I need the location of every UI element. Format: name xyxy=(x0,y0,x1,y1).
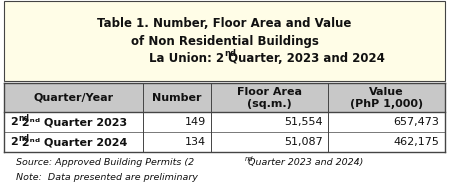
Text: Quarter/Year: Quarter/Year xyxy=(34,93,114,103)
Text: nd: nd xyxy=(224,49,236,58)
Text: 134: 134 xyxy=(185,137,206,147)
Text: La Union: 2: La Union: 2 xyxy=(149,52,224,65)
Text: Table 1. Number, Floor Area and Value: Table 1. Number, Floor Area and Value xyxy=(97,17,352,30)
Text: 657,473: 657,473 xyxy=(393,117,439,127)
Bar xyxy=(4,83,445,112)
Text: 2: 2 xyxy=(10,117,18,127)
Text: Source: Approved Building Permits (2: Source: Approved Building Permits (2 xyxy=(16,158,194,167)
Text: 2ⁿᵈ Quarter 2024: 2ⁿᵈ Quarter 2024 xyxy=(18,137,128,147)
Text: nd: nd xyxy=(245,156,253,162)
Text: Value
(PhP 1,000): Value (PhP 1,000) xyxy=(350,87,423,109)
Text: 51,087: 51,087 xyxy=(284,137,322,147)
Text: nd: nd xyxy=(18,114,29,123)
Text: Note:  Data presented are preliminary: Note: Data presented are preliminary xyxy=(16,173,198,182)
Bar xyxy=(4,1,445,81)
Text: Number: Number xyxy=(153,93,202,103)
Text: 2: 2 xyxy=(10,137,18,147)
Text: 462,175: 462,175 xyxy=(393,137,439,147)
Text: Quarter, 2023 and 2024: Quarter, 2023 and 2024 xyxy=(224,52,385,65)
Text: 149: 149 xyxy=(185,117,206,127)
Text: nd: nd xyxy=(18,134,29,143)
Text: Quarter 2023 and 2024): Quarter 2023 and 2024) xyxy=(245,158,363,167)
Text: of Non Residential Buildings: of Non Residential Buildings xyxy=(131,35,318,48)
Text: 51,554: 51,554 xyxy=(284,117,322,127)
Text: Floor Area
(sq.m.): Floor Area (sq.m.) xyxy=(237,87,302,109)
Text: 2ⁿᵈ Quarter 2023: 2ⁿᵈ Quarter 2023 xyxy=(18,117,127,127)
